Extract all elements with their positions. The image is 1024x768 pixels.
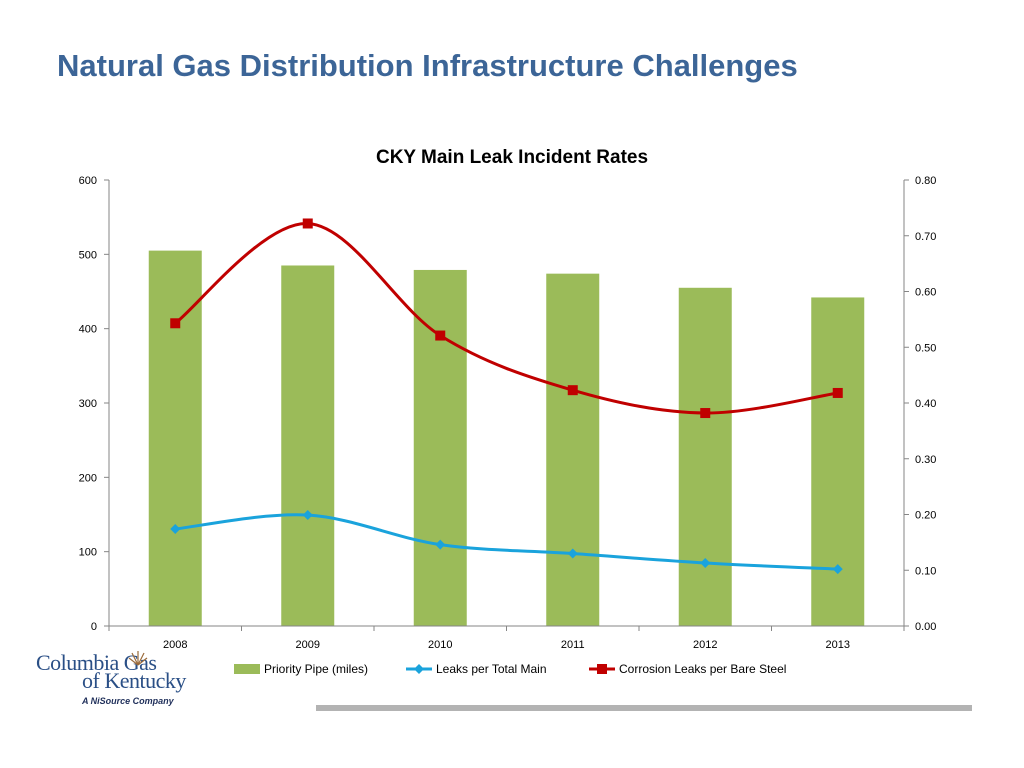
data-point — [832, 564, 843, 575]
legend: Priority Pipe (miles) Leaks per Total Mai… — [234, 662, 786, 676]
y-left-tick-label: 0 — [91, 621, 97, 633]
x-tick-label: 2009 — [296, 639, 320, 651]
y-left-tick-label: 100 — [79, 547, 97, 559]
data-point — [567, 548, 578, 559]
x-tick-label: 2011 — [561, 639, 585, 651]
y-right-tick-label: 0.50 — [915, 342, 936, 354]
footer-divider — [316, 705, 972, 711]
y-right-tick-label: 0.60 — [915, 287, 936, 299]
y-right-tick-label: 0.40 — [915, 398, 936, 410]
chart: CKY Main Leak Incident Rates 0 100 200 300 4… — [79, 147, 937, 676]
data-point — [302, 218, 313, 229]
data-point — [832, 387, 843, 398]
data-point — [170, 523, 181, 534]
data-point — [700, 558, 711, 569]
x-tick-label: 2013 — [826, 639, 850, 651]
data-point — [170, 318, 181, 329]
y-left-tick-label: 600 — [79, 175, 97, 187]
legend-label: Corrosion Leaks per Bare Steel — [619, 662, 786, 676]
legend-marker — [597, 664, 607, 674]
series-line — [175, 513, 838, 571]
y-left-tick-label: 200 — [79, 472, 97, 484]
x-tick-label: 2008 — [163, 639, 187, 651]
x-tick-label: 2010 — [428, 639, 452, 651]
bar — [148, 250, 202, 626]
y-right-tick-label: 0.70 — [915, 231, 936, 243]
plot-area: 0 100 200 300 400 500 600 0.00 0.10 0.20 0.30 0.40 0… — [79, 175, 937, 651]
y-left-tick-label: 400 — [79, 324, 97, 336]
data-point — [435, 539, 446, 550]
chart-title: CKY Main Leak Incident Rates — [376, 147, 648, 168]
bar — [811, 297, 865, 626]
data-point — [567, 385, 578, 396]
logo-line-2: of Kentucky — [82, 668, 186, 693]
company-logo: Columbia Gas of Kentucky A NiSource Comp… — [36, 648, 196, 712]
y-right-tick-label: 0.10 — [915, 565, 936, 577]
data-point — [700, 408, 711, 419]
bar — [413, 269, 467, 626]
legend-marker — [414, 664, 424, 674]
bar — [546, 273, 600, 626]
legend-label: Priority Pipe (miles) — [264, 662, 368, 676]
slide-title: Natural Gas Distribution Infrastructure … — [57, 48, 798, 83]
x-tick-label: 2012 — [693, 639, 717, 651]
logo-tagline: A NiSource Company — [82, 696, 174, 706]
bar — [281, 265, 335, 626]
y-right-tick-label: 0.80 — [915, 175, 936, 187]
y-right-tick-label: 0.20 — [915, 510, 936, 522]
legend-swatch — [234, 664, 260, 674]
legend-label: Leaks per Total Main — [436, 662, 547, 676]
y-left-tick-label: 500 — [79, 249, 97, 261]
bar — [678, 287, 732, 626]
y-left-tick-label: 300 — [79, 398, 97, 410]
y-right-tick-label: 0.00 — [915, 621, 936, 633]
data-point — [302, 510, 313, 521]
series-line — [174, 221, 838, 415]
flame-icon — [128, 651, 148, 666]
data-point — [435, 330, 446, 341]
y-right-tick-label: 0.30 — [915, 454, 936, 466]
